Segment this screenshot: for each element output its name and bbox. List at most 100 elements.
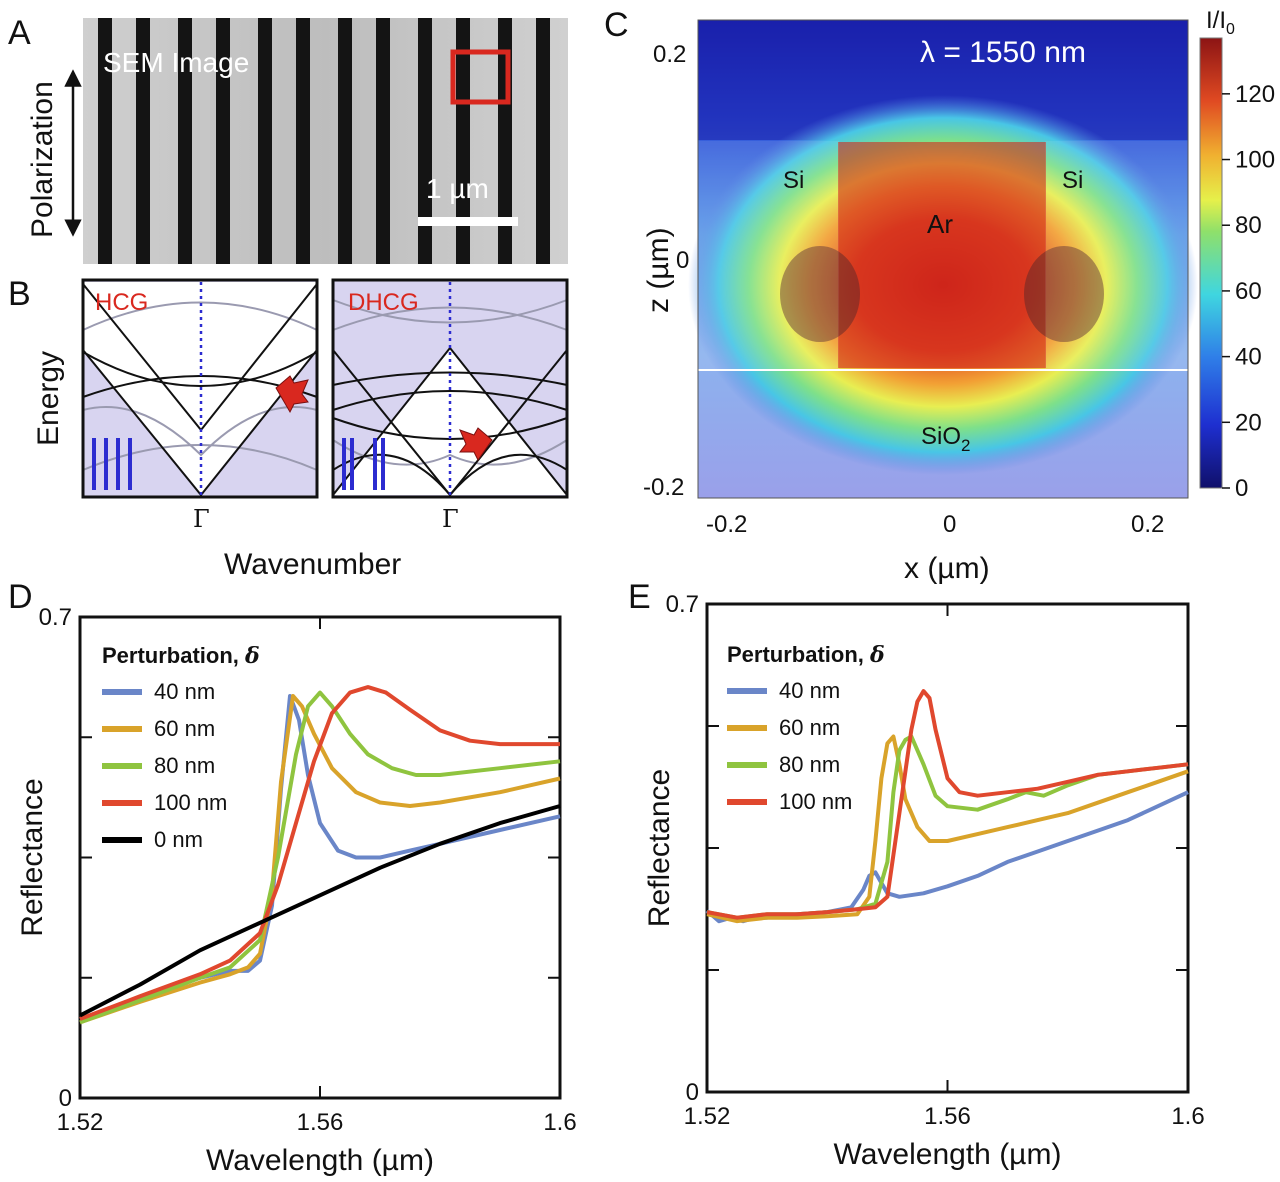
series-line-60-nm (79, 694, 561, 1025)
panel-d-letter: D (8, 578, 33, 616)
dhcg-bands (332, 299, 568, 497)
band-line (332, 390, 568, 411)
panel-a: SEM Image 1 µm Polarization (26, 18, 568, 264)
band-line (82, 351, 318, 387)
colorbar-title-sub: 0 (1226, 21, 1235, 38)
colorbar-tick-label: 80 (1235, 212, 1262, 239)
chart-e: 1.52 1.56 1.6 0 0.7 Wavelength (µm) Reflectanc… (643, 591, 1205, 1171)
scale-bar (418, 217, 518, 226)
grey-band (332, 439, 568, 466)
grey-band (332, 299, 568, 324)
x-tick-label: 1.52 (684, 1103, 731, 1130)
grey-band (332, 306, 568, 331)
panel-c: λ = 1550 nm Si Si Ar SiO2 0.2 0 -0.2 -0.… (642, 7, 1275, 585)
legend-title: Perturbation, δ (727, 642, 885, 668)
colorbar-title: I/I0 (1206, 7, 1235, 38)
c-xtick-left: -0.2 (706, 511, 747, 538)
legend-delta: δ (869, 642, 885, 668)
band-line (332, 371, 568, 386)
c-xtick-right: 0.2 (1131, 511, 1164, 538)
si-left-label: Si (783, 167, 804, 194)
c-ytick-bot: -0.2 (643, 474, 684, 501)
series-line-40-nm (79, 694, 561, 1021)
series-line-80-nm (79, 690, 561, 1025)
y-tick-label: 0.7 (666, 591, 699, 618)
x-tick-label: 1.6 (1171, 1103, 1204, 1130)
colorbar-tick-label: 40 (1235, 344, 1262, 371)
sem-stripe (418, 18, 432, 264)
colorbar (1199, 37, 1223, 489)
legend-label: 80 nm (154, 753, 215, 778)
grey-band (82, 301, 318, 331)
colorbar-tick-label: 60 (1235, 278, 1262, 305)
sio2-sub: 2 (961, 436, 970, 455)
c-ytick-mid: 0 (676, 247, 689, 274)
c-ylabel: z (µm) (642, 227, 675, 313)
sem-stripe (376, 18, 390, 264)
series-line-0-nm (79, 804, 561, 1018)
sem-stripe (98, 18, 112, 264)
si-right-outline (1045, 141, 1189, 369)
sem-stripe (258, 18, 272, 264)
scale-bar-label: 1 µm (426, 173, 489, 204)
legend-label: 40 nm (154, 679, 215, 704)
hcg-gamma-label: Γ (193, 505, 210, 533)
y-tick-label: 0 (686, 1079, 699, 1106)
plot-frame (705, 602, 1190, 1094)
legend-title: Perturbation, δ (102, 643, 260, 669)
field-right-node (1024, 246, 1104, 342)
legend-delta: δ (244, 643, 260, 669)
chart-d: 1.52 1.56 1.6 0 0.7 Wavelength (µm) Reflectanc… (16, 604, 577, 1177)
x-axis-label: Wavelength (µm) (206, 1144, 434, 1177)
legend-label: 40 nm (779, 678, 840, 703)
c-xlabel: x (µm) (904, 552, 990, 585)
zoom-box (450, 49, 511, 105)
panel-a-letter: A (8, 14, 31, 52)
panel-b: HCG Γ DHCG Γ Wavenumber Energy (32, 278, 569, 581)
y-axis-label: Reflectance (643, 769, 676, 927)
colorbar-tick-label: 120 (1235, 81, 1275, 108)
dhcg-title: DHCG (348, 289, 419, 316)
colorbar-tick-label: 20 (1235, 409, 1262, 436)
legend-title-text: Perturbation, (727, 642, 870, 667)
sem-stripe (338, 18, 352, 264)
colorbar-tick-label: 100 (1235, 147, 1275, 174)
series-line-100-nm (706, 689, 1189, 920)
x-axis-label: Wavelength (µm) (834, 1138, 1062, 1171)
colorbar-title-base: I/I (1206, 7, 1226, 34)
grey-band (82, 406, 318, 457)
colorbar-ticks: 0 20 40 60 80 100 120 (1222, 81, 1275, 502)
sem-stripes (98, 18, 550, 264)
panel-e-letter: E (628, 578, 651, 616)
legend-label: 60 nm (779, 715, 840, 740)
field-map-frame (697, 19, 1189, 499)
hcg-grating-icon (92, 438, 132, 490)
y-tick-label: 0.7 (39, 604, 72, 631)
dhcg-arrow-icon (459, 427, 493, 461)
ar-label: Ar (927, 209, 953, 239)
sem-stripe (536, 18, 550, 264)
series-line-100-nm (79, 685, 560, 1021)
sem-image-label: SEM Image (103, 47, 249, 78)
panel-b-letter: B (8, 275, 31, 313)
hcg-arrow-icon (275, 375, 309, 414)
c-xtick-mid: 0 (943, 511, 956, 538)
wavelength-label: λ = 1550 nm (920, 36, 1086, 69)
legend-label: 100 nm (779, 789, 852, 814)
legend-title-text: Perturbation, (102, 643, 245, 668)
panel-c-letter: C (604, 6, 629, 44)
x-tick-label: 1.52 (57, 1109, 104, 1136)
colorbar-tick-label: 0 (1235, 475, 1248, 502)
sem-stripe (296, 18, 310, 264)
panel-b-ylabel: Energy (32, 351, 65, 446)
hcg-frame (81, 278, 319, 499)
field-left-node (780, 246, 860, 342)
x-tick-label: 1.6 (543, 1109, 576, 1136)
light-cone (333, 348, 567, 495)
field-core (838, 142, 1046, 368)
hcg-title: HCG (95, 289, 148, 316)
x-tick-label: 1.56 (297, 1109, 344, 1136)
sem-stripe (178, 18, 192, 264)
si-left-outline (697, 141, 839, 369)
